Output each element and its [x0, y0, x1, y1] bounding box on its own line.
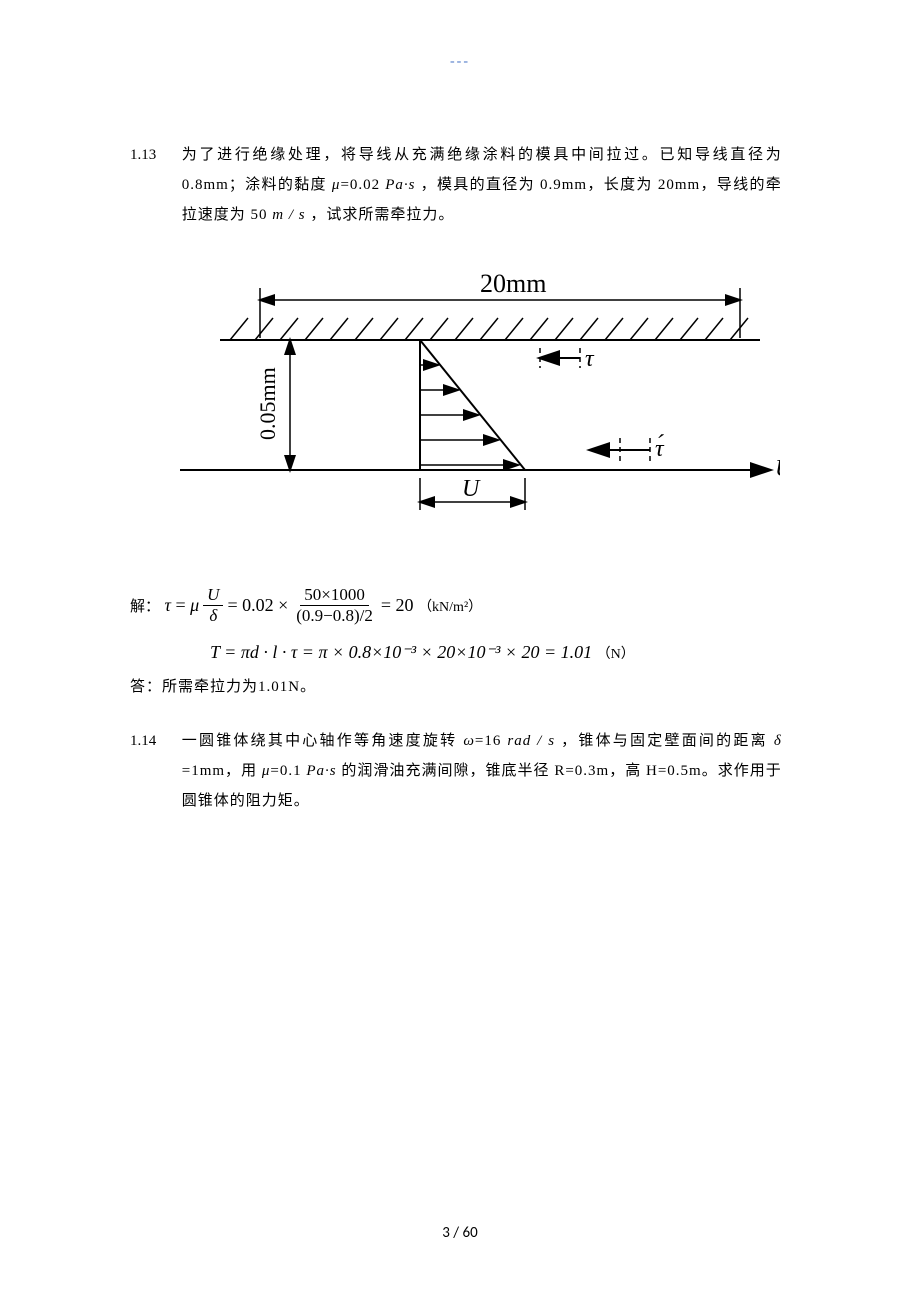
solution-eq1: 解： τ = μ U δ = 0.02 × 50×1000 (0.9−0.8)/…: [130, 585, 790, 626]
unit-rads: rad / s: [507, 733, 555, 749]
omega-symbol: ω: [463, 733, 475, 749]
delta-symbol: δ: [774, 733, 782, 749]
text: ，锥体与固定壁面间的距离: [561, 733, 768, 749]
eq2-text: T = πd · l · τ = π × 0.8×10⁻³ × 20×10⁻³ …: [210, 642, 592, 662]
val1: = 0.02 ×: [227, 595, 288, 616]
problem-number: 1.13: [130, 140, 178, 170]
answer-unit: N。: [288, 679, 316, 695]
u-right-label: U: [775, 456, 780, 482]
answer-val: 1.01: [258, 679, 288, 695]
frac2: 50×1000 (0.9−0.8)/2: [292, 585, 377, 626]
header-mark: ---: [450, 54, 470, 70]
spacer: [130, 696, 790, 726]
solution-eq2: T = πd · l · τ = π × 0.8×10⁻³ × 20×10⁻³ …: [210, 642, 790, 663]
unit1: （kN/m²）: [418, 596, 482, 616]
answer-prefix: 答：所需牵拉力为: [130, 679, 258, 695]
unit2: （N）: [597, 647, 635, 662]
frac2-den: (0.9−0.8)/2: [292, 606, 377, 626]
result1: = 20: [381, 595, 414, 616]
width-label: 20mm: [480, 270, 546, 298]
mu: μ: [190, 595, 199, 616]
height-label: 0.05mm: [255, 367, 280, 440]
problem-text: 为了进行绝缘处理，将导线从充满绝缘涂料的模具中间拉过。已知导线直径为0.8mm；…: [182, 140, 782, 230]
omega-val: =16: [475, 733, 501, 749]
unit-ms: m / s: [272, 207, 305, 223]
mu-val: =0.1: [270, 763, 301, 779]
tau: τ: [165, 595, 171, 616]
frac1: U δ: [203, 585, 223, 626]
text: 一圆锥体绕其中心轴作等角速度旋转: [182, 733, 458, 749]
unit-pas: Pa·s: [306, 763, 336, 779]
frac1-den: δ: [205, 606, 221, 626]
tau-top-label: τ: [585, 346, 595, 372]
sol-prefix: 解：: [130, 595, 160, 616]
frac1-num: U: [203, 585, 223, 606]
unit-pas: Pa·s: [385, 177, 415, 193]
diagram: 20mm: [180, 270, 790, 555]
page-content: 1.13 为了进行绝缘处理，将导线从充满绝缘涂料的模具中间拉过。已知导线直径为0…: [130, 140, 790, 824]
frac2-num: 50×1000: [300, 585, 369, 606]
diagram-svg: 20mm: [180, 270, 780, 550]
problem-113: 1.13 为了进行绝缘处理，将导线从充满绝缘涂料的模具中间拉过。已知导线直径为0…: [130, 140, 790, 230]
eq: =: [175, 595, 185, 616]
answer-line: 答：所需牵拉力为1.01N。: [130, 675, 790, 696]
profile-diagonal: [420, 340, 525, 470]
problem-114: 1.14 一圆锥体绕其中心轴作等角速度旋转 ω=16 rad / s ，锥体与固…: [130, 726, 790, 816]
hatching: [230, 318, 748, 340]
mu-value: =0.02: [340, 177, 380, 193]
delta-val: =1mm，用: [182, 763, 257, 779]
problem-text: 一圆锥体绕其中心轴作等角速度旋转 ω=16 rad / s ，锥体与固定壁面间的…: [182, 726, 782, 816]
page-number: 3 / 60: [442, 1224, 477, 1242]
text: ，试求所需牵拉力。: [310, 207, 454, 223]
problem-number: 1.14: [130, 726, 178, 756]
u-label: U: [462, 476, 481, 502]
tau-right-label: τ́: [655, 435, 665, 462]
